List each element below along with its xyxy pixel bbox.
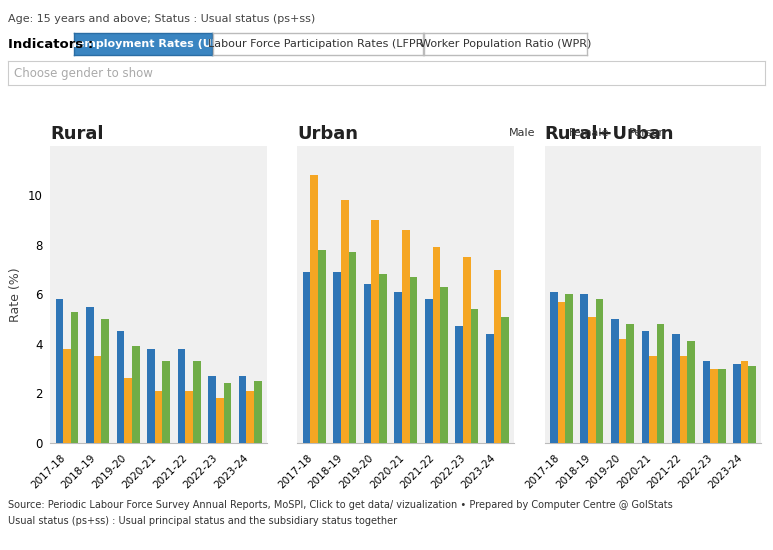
Bar bbox=[86, 307, 94, 443]
Text: Age: 15 years and above; Status : Usual status (ps+ss): Age: 15 years and above; Status : Usual … bbox=[8, 14, 315, 24]
Bar bbox=[94, 356, 101, 443]
Bar bbox=[364, 284, 372, 443]
Bar bbox=[71, 311, 79, 443]
Bar bbox=[101, 319, 109, 443]
Bar bbox=[124, 378, 132, 443]
Bar bbox=[596, 299, 604, 443]
Bar bbox=[748, 366, 756, 443]
Bar bbox=[216, 398, 223, 443]
Bar bbox=[679, 356, 687, 443]
Bar bbox=[741, 361, 748, 443]
Bar bbox=[649, 356, 657, 443]
Text: Indicators :: Indicators : bbox=[8, 38, 94, 51]
Text: Male: Male bbox=[509, 128, 536, 138]
Bar bbox=[63, 349, 71, 443]
Y-axis label: Rate (%): Rate (%) bbox=[9, 267, 22, 322]
Bar bbox=[581, 294, 588, 443]
Bar bbox=[394, 292, 402, 443]
Text: Choose gender to show: Choose gender to show bbox=[14, 67, 153, 80]
Bar bbox=[193, 361, 201, 443]
Bar bbox=[318, 250, 325, 443]
Text: Worker Population Ratio (WPR): Worker Population Ratio (WPR) bbox=[420, 39, 591, 49]
Text: Rural: Rural bbox=[50, 125, 104, 143]
Bar bbox=[208, 376, 216, 443]
Bar bbox=[147, 349, 155, 443]
Bar bbox=[672, 334, 679, 443]
Bar bbox=[372, 220, 379, 443]
Bar bbox=[178, 349, 186, 443]
Bar bbox=[588, 317, 596, 443]
Bar bbox=[433, 248, 440, 443]
Bar bbox=[618, 339, 626, 443]
Bar bbox=[155, 391, 162, 443]
Text: Source: Periodic Labour Force Survey Annual Reports, MoSPI, Click to get data/ v: Source: Periodic Labour Force Survey Ann… bbox=[8, 500, 673, 510]
Text: Person: Person bbox=[629, 128, 666, 138]
Bar bbox=[471, 309, 478, 443]
Bar bbox=[254, 381, 262, 443]
Bar bbox=[501, 317, 509, 443]
Bar bbox=[687, 341, 695, 443]
Bar bbox=[349, 252, 356, 443]
Bar bbox=[311, 175, 318, 443]
Bar bbox=[703, 361, 710, 443]
Bar bbox=[341, 200, 349, 443]
Bar bbox=[303, 272, 311, 443]
Text: Rural+Urban: Rural+Urban bbox=[545, 125, 674, 143]
Bar bbox=[455, 327, 463, 443]
Bar bbox=[132, 346, 140, 443]
Bar bbox=[550, 292, 557, 443]
Bar bbox=[117, 331, 124, 443]
Text: Usual status (ps+ss) : Usual principal status and the subsidiary status together: Usual status (ps+ss) : Usual principal s… bbox=[8, 516, 397, 526]
Bar bbox=[379, 274, 386, 443]
Bar bbox=[642, 331, 649, 443]
Bar bbox=[186, 391, 193, 443]
Bar bbox=[239, 376, 247, 443]
Text: Female: Female bbox=[569, 128, 609, 138]
Bar bbox=[56, 299, 63, 443]
Bar bbox=[223, 383, 231, 443]
Text: Urban: Urban bbox=[298, 125, 359, 143]
Bar bbox=[565, 294, 573, 443]
Bar bbox=[247, 391, 254, 443]
Bar bbox=[162, 361, 170, 443]
Bar bbox=[425, 299, 433, 443]
Bar bbox=[333, 272, 341, 443]
Text: Unemployment Rates (UR): Unemployment Rates (UR) bbox=[60, 39, 226, 49]
Bar bbox=[733, 364, 741, 443]
Bar bbox=[486, 334, 494, 443]
Bar bbox=[440, 287, 448, 443]
Bar bbox=[657, 324, 665, 443]
Bar bbox=[410, 277, 417, 443]
Bar bbox=[557, 301, 565, 443]
Text: Labour Force Participation Rates (LFPR): Labour Force Participation Rates (LFPR) bbox=[208, 39, 428, 49]
Bar bbox=[463, 257, 471, 443]
Bar bbox=[494, 270, 501, 443]
Bar bbox=[611, 319, 618, 443]
Bar bbox=[718, 368, 726, 443]
Bar bbox=[710, 368, 718, 443]
Bar bbox=[626, 324, 634, 443]
Bar bbox=[402, 230, 410, 443]
